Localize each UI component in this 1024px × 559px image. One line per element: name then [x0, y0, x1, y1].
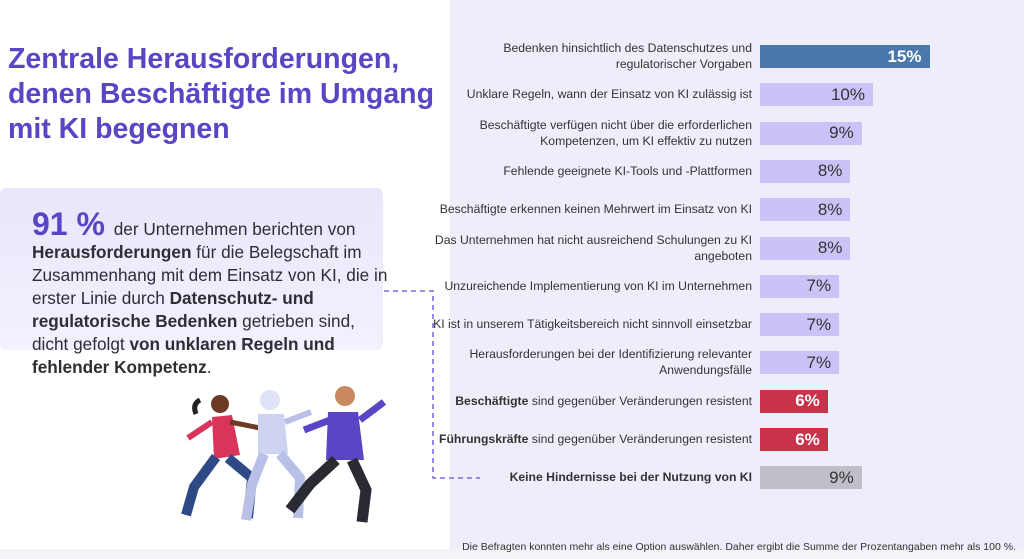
- stat-box: [0, 188, 383, 350]
- bar-label: Das Unternehmen hat nicht ausreichend Sc…: [434, 232, 752, 263]
- bar: 8%: [760, 198, 851, 222]
- runners-illustration: [181, 386, 387, 523]
- bar-label: Beschäftigte sind gegenüber Veränderunge…: [455, 393, 752, 408]
- bar: 9%: [760, 121, 862, 145]
- bar-value-label: 7%: [806, 352, 832, 372]
- stat-text-part: getrieben sind, dicht gefolgt: [32, 311, 355, 354]
- bar: 10%: [760, 83, 873, 107]
- stat-text-part: .: [206, 357, 212, 377]
- page-title: Zentrale Herausforderungen, denen Beschä…: [8, 43, 434, 145]
- bar-value-label: 15%: [887, 46, 922, 66]
- bar-row: Führungskräfte sind gegenüber Veränderun…: [439, 421, 980, 457]
- bar-row: Herausforderungen bei der Identifizierun…: [440, 344, 980, 380]
- bar-label: Unzureichende Implementierung von KI im …: [444, 278, 752, 293]
- bar-label-bold: Führungskräfte: [439, 432, 529, 446]
- bar-row: Bedenken hinsichtlich des Datenschutzes …: [440, 38, 980, 74]
- bar-row: Unzureichende Implementierung von KI im …: [440, 268, 980, 304]
- bar-label: Führungskräfte sind gegenüber Veränderun…: [439, 432, 752, 446]
- bar-value-label: 8%: [817, 199, 843, 219]
- stat-text-part: der Unternehmen berichten von: [108, 219, 356, 239]
- bar-row: Unklare Regeln, wann der Einsatz von KI …: [440, 76, 980, 112]
- bar-row: Fehlende geeignete KI-Tools und -Plattfo…: [440, 153, 980, 189]
- bar: 7%: [760, 351, 840, 375]
- bar-label: Fehlende geeignete KI-Tools und -Plattfo…: [503, 163, 752, 178]
- runner-man: [285, 386, 387, 523]
- bar-row: Das Unternehmen hat nicht ausreichend Sc…: [435, 230, 980, 266]
- bar-value-label: 6%: [795, 391, 820, 411]
- stat-text-part: für die Belegschaft im Zusammenhang mit …: [32, 242, 388, 308]
- bar-row: Keine Hindernisse bei der Nutzung von KI…: [440, 459, 980, 495]
- chart-panel: [450, 0, 1024, 559]
- bar: 7%: [760, 313, 840, 337]
- stat-bold-part: von unklaren Regeln und fehlender Kompet…: [32, 334, 335, 377]
- bar-label: Unklare Regeln, wann der Einsatz von KI …: [466, 87, 752, 102]
- bar-label: Beschäftigte erkennen keinen Mehrwert im…: [439, 202, 752, 217]
- bar: 8%: [760, 159, 851, 183]
- bar-label: Keine Hindernisse bei der Nutzung von KI: [432, 459, 752, 495]
- stat-text: 91 % der Unternehmen berichten von Herau…: [32, 208, 392, 379]
- stat-bold-part: Datenschutz- und regulatorische Bedenken: [32, 288, 314, 331]
- bar-value-label: 8%: [817, 161, 843, 181]
- bar-value-label: 7%: [806, 276, 832, 296]
- bar: 7%: [760, 274, 840, 298]
- bar-row: Beschäftigte erkennen keinen Mehrwert im…: [440, 191, 980, 227]
- bar-value-label: 8%: [817, 238, 843, 257]
- bar-label-bold: Keine Hindernisse bei der Nutzung von KI: [509, 470, 752, 485]
- bar-label-bold: Beschäftigte: [455, 393, 529, 408]
- bar: 6%: [760, 428, 828, 451]
- bar-value-label: 10%: [830, 84, 865, 104]
- bar-label: Herausforderungen bei der Identifizierun…: [469, 347, 752, 378]
- stat-bold-part: Herausforderungen: [32, 242, 192, 262]
- bar-label: KI ist in unserem Tätigkeitsbereich nich…: [433, 317, 752, 332]
- footnote: Die Befragten konnten mehr als eine Opti…: [462, 541, 1016, 553]
- bar: 9%: [760, 466, 862, 490]
- bar-label: Bedenken hinsichtlich des Datenschutzes …: [503, 41, 752, 71]
- bar-value-label: 9%: [829, 467, 854, 487]
- bottom-strip: [0, 549, 1024, 559]
- bar-row: KI ist in unserem Tätigkeitsbereich nich…: [433, 306, 980, 342]
- bar-label: Beschäftigte verfügen nicht über die erf…: [479, 117, 752, 148]
- bar: 8%: [760, 236, 851, 260]
- bar-row: Beschäftigte sind gegenüber Veränderunge…: [440, 383, 980, 419]
- bar: 6%: [760, 389, 828, 413]
- bar-value-label: 6%: [795, 429, 820, 449]
- bar-value-label: 7%: [806, 314, 832, 334]
- bar-value-label: 9%: [829, 123, 854, 143]
- bar: 15%: [760, 45, 930, 68]
- stat-percentage: 91 %: [32, 206, 105, 242]
- bar-row: Beschäftigte verfügen nicht über die erf…: [440, 115, 980, 151]
